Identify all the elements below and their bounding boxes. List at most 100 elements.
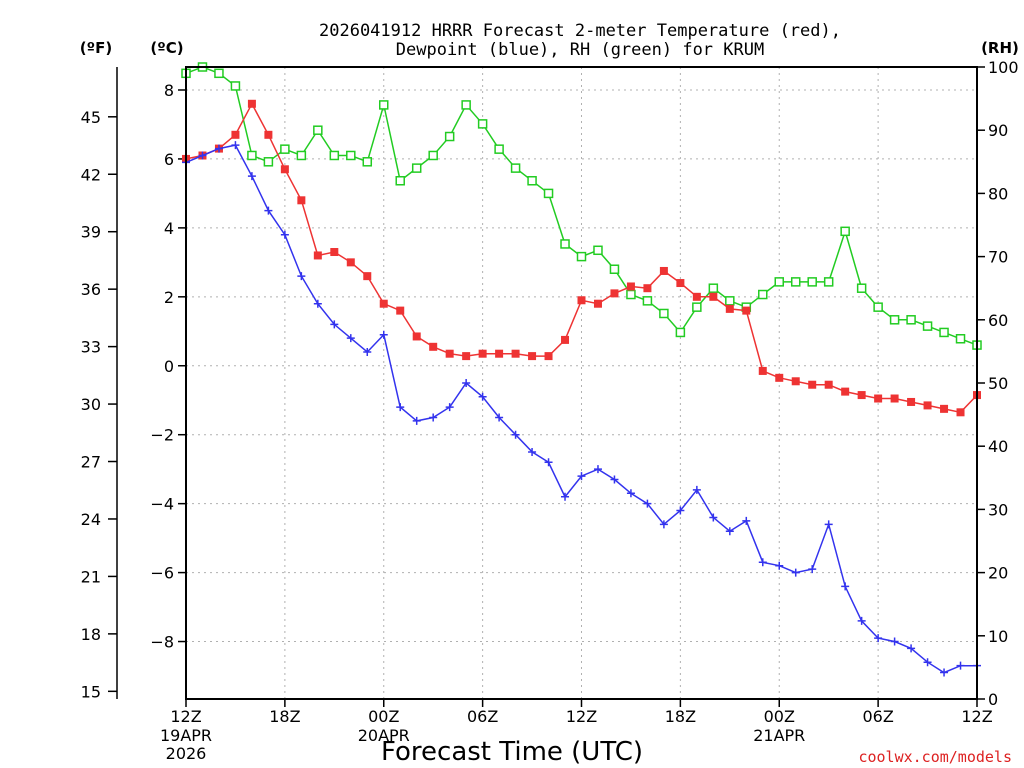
- dewpoint-point: [709, 513, 718, 522]
- dewpoint-point: [956, 661, 965, 670]
- celsius-tick-label: 8: [164, 81, 174, 100]
- rh-point: [461, 100, 471, 110]
- temperature-point: [742, 306, 751, 315]
- rh-point: [642, 296, 653, 306]
- time-tick-label: 12Z: [961, 707, 992, 726]
- dewpoint-point: [808, 565, 817, 574]
- rh-unit-label: (RH): [981, 39, 1019, 57]
- dewpoint-point: [841, 582, 850, 591]
- dewpoint-point: [412, 416, 421, 425]
- celsius-unit-label: (ºC): [150, 39, 183, 57]
- celsius-tick-label: 4: [164, 219, 174, 238]
- temperature-point: [280, 165, 289, 174]
- fahrenheit-tick-label: 45: [81, 108, 101, 127]
- temperature-point: [396, 306, 405, 315]
- rh-point: [411, 163, 422, 173]
- temperature-point: [297, 196, 306, 205]
- temperature-point: [841, 387, 850, 396]
- temperature-point: [528, 352, 537, 361]
- rh-point: [593, 245, 603, 256]
- time-tick-label: 18Z: [269, 707, 300, 726]
- fahrenheit-axis: 15 18 21 24 27 30 33 36 39 42 45: [81, 108, 117, 701]
- dewpoint-point: [478, 392, 487, 401]
- temperature-point: [610, 289, 619, 298]
- fahrenheit-tick-label: 15: [81, 682, 101, 701]
- dewpoint-point: [561, 492, 570, 501]
- rh-point: [708, 283, 719, 293]
- temperature-point: [495, 349, 504, 358]
- temperature-point: [363, 272, 372, 281]
- dewpoint-point: [396, 403, 405, 412]
- temperature-point: [561, 335, 570, 344]
- dewpoint-point: [528, 447, 537, 456]
- celsius-tick-label: −2: [150, 426, 174, 445]
- temperature-point: [676, 279, 685, 288]
- rh-tick-label: 90: [988, 121, 1008, 140]
- dewpoint-point: [462, 379, 471, 387]
- rh-point: [280, 144, 290, 154]
- fahrenheit-tick-label: 21: [81, 567, 101, 586]
- temperature-point: [429, 342, 438, 351]
- temperature-point: [824, 380, 833, 389]
- rh-point: [263, 157, 274, 167]
- dewpoint-point: [890, 637, 899, 646]
- dewpoint-point: [791, 568, 800, 577]
- rh-series: [181, 62, 982, 350]
- temperature-point: [907, 397, 916, 406]
- rh-point: [296, 150, 307, 161]
- rh-point: [790, 277, 801, 287]
- temperature-point: [462, 352, 471, 361]
- dewpoint-point: [610, 475, 619, 484]
- temperature-point: [692, 292, 701, 301]
- date-label: 20APR: [358, 726, 410, 745]
- rh-point: [576, 251, 587, 262]
- date-label: 21APR: [753, 726, 805, 745]
- dewpoint-point: [874, 634, 883, 643]
- rh-point: [675, 327, 686, 338]
- rh-point: [362, 157, 373, 167]
- rh-point: [494, 144, 504, 154]
- dewpoint-point: [692, 485, 701, 494]
- celsius-axis: −8 −6 −4 −2 0 2 4 6 8: [150, 81, 186, 652]
- dewpoint-point: [247, 172, 256, 181]
- dewpoint-point: [593, 465, 602, 474]
- dewpoint-point: [346, 334, 355, 343]
- celsius-tick-label: −8: [150, 633, 174, 652]
- fahrenheit-tick-label: 18: [81, 625, 101, 644]
- time-tick-label: 00Z: [368, 707, 399, 726]
- rh-point: [889, 315, 900, 325]
- temperature-point: [775, 373, 784, 382]
- dewpoint-point: [379, 330, 388, 339]
- temperature-series: [182, 99, 981, 417]
- rh-tick-label: 60: [988, 311, 1008, 330]
- x-axis-title: Forecast Time (UTC): [381, 737, 643, 767]
- rh-point: [477, 119, 488, 129]
- temperature-point: [511, 349, 520, 358]
- rh-point: [856, 283, 867, 293]
- dewpoint-point: [297, 272, 306, 281]
- temperature-point: [956, 408, 965, 417]
- rh-point: [659, 308, 669, 319]
- time-tick-label: 12Z: [170, 707, 201, 726]
- chart-title-line1: 2026041912 HRRR Forecast 2-meter Tempera…: [319, 21, 841, 41]
- dewpoint-point: [544, 458, 553, 467]
- rh-tick-label: 70: [988, 248, 1008, 267]
- dewpoint-point: [429, 413, 438, 422]
- time-tick-label: 06Z: [862, 707, 893, 726]
- time-tick-label: 06Z: [467, 707, 498, 726]
- date-label: 19APR: [160, 726, 212, 745]
- dewpoint-point: [445, 403, 454, 412]
- temperature-point: [874, 394, 883, 403]
- temperature-point: [791, 377, 800, 386]
- rh-tick-label: 20: [988, 564, 1008, 583]
- rh-point: [395, 176, 405, 186]
- dewpoint-point: [659, 520, 668, 529]
- year-label: 2026: [166, 744, 207, 763]
- temperature-point: [412, 332, 421, 341]
- time-tick-label: 00Z: [764, 707, 795, 726]
- rh-point: [840, 226, 850, 237]
- dewpoint-point: [907, 644, 916, 653]
- dewpoint-point: [280, 230, 289, 239]
- dewpoint-point: [940, 668, 949, 677]
- dewpoint-point: [742, 516, 751, 525]
